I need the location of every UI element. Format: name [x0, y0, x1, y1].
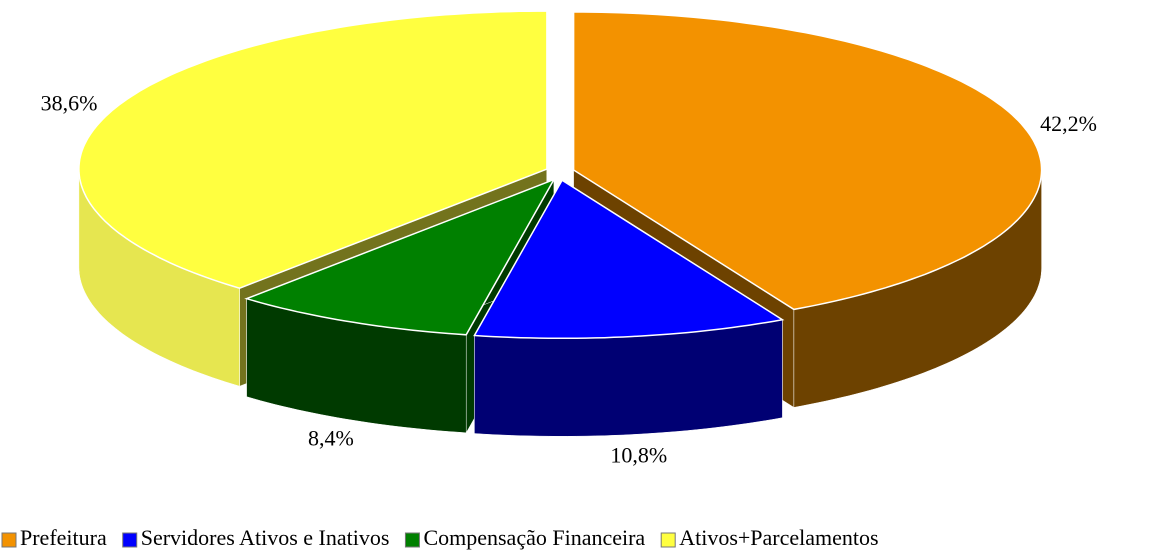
pie-slice — [473, 179, 785, 437]
legend-label: Compensação Financeira — [423, 525, 645, 550]
slice-top — [244, 178, 556, 336]
legend-swatch — [404, 532, 420, 548]
slice-top — [473, 179, 785, 340]
slice-top — [572, 11, 1043, 311]
data-label: 42,2% — [1040, 111, 1097, 136]
legend-swatch — [660, 532, 676, 548]
legend-label: Servidores Ativos e Inativos — [141, 525, 390, 550]
slice-top — [78, 10, 548, 289]
legend-label: Ativos+Parcelamentos — [679, 525, 878, 550]
data-label: 38,6% — [41, 91, 98, 116]
legend-label: Prefeitura — [20, 525, 107, 550]
data-label: 8,4% — [308, 426, 354, 451]
legend-swatch — [1, 532, 17, 548]
legend-swatch — [122, 532, 138, 548]
data-label: 10,8% — [610, 442, 667, 467]
